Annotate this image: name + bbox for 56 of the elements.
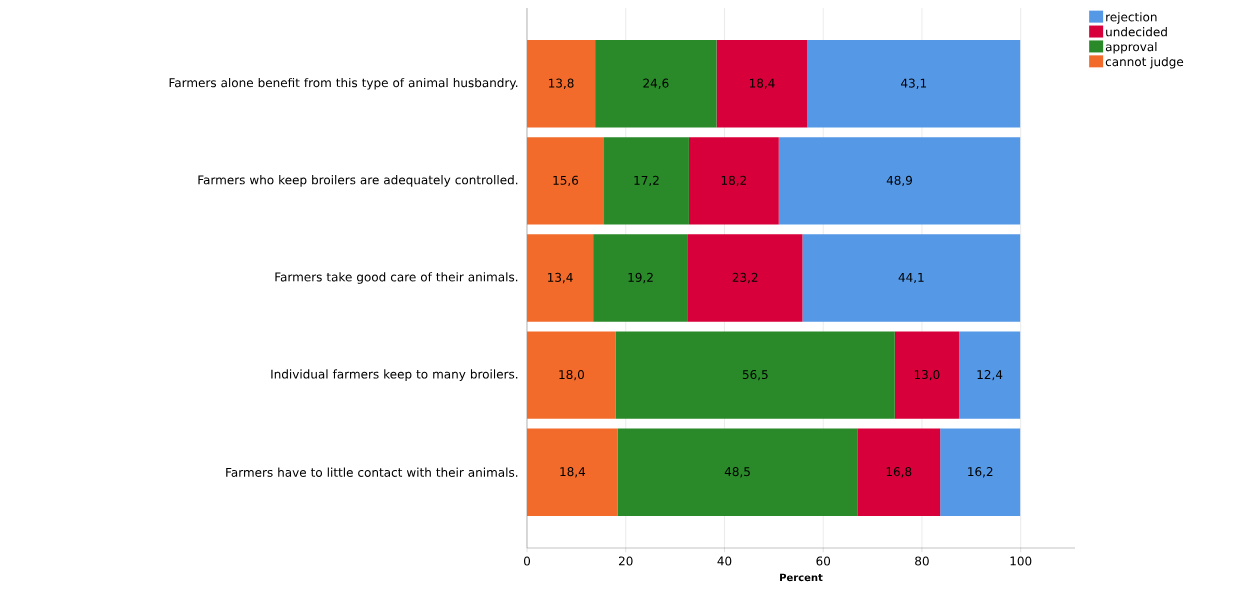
data-label: 13,8	[549, 78, 574, 89]
bar	[716, 40, 808, 128]
x-tick-label: 80	[915, 556, 929, 566]
bar	[958, 331, 1021, 419]
data-label: 56,5	[742, 369, 768, 381]
data-label: 43,1	[901, 78, 927, 89]
data-label: 24,6	[643, 78, 669, 89]
bar	[894, 331, 959, 419]
y-tick-label: Farmers alone benefit from this type of animal husbandry.	[169, 77, 518, 90]
y-tick-label: Farmers have to little contact with their animals.	[226, 467, 518, 477]
data-label: 18,0	[559, 369, 584, 381]
x-tick-label: 0	[523, 556, 531, 566]
data-label: 18,4	[560, 467, 586, 478]
bar	[615, 331, 895, 419]
bar	[940, 428, 1021, 516]
legend-label: approval	[1105, 41, 1157, 54]
data-label: 13,0	[914, 369, 940, 381]
bar	[526, 137, 605, 225]
y-tick-label: Individual farmers keep to many broilers.	[271, 369, 518, 381]
bar	[617, 428, 858, 516]
data-label: 15,6	[553, 175, 579, 187]
bar	[526, 234, 594, 322]
data-label: 12,4	[977, 369, 1003, 381]
data-label: 48,5	[724, 467, 750, 478]
x-tick-label: 40	[717, 556, 732, 566]
bar	[857, 428, 941, 516]
data-label: 23,2	[732, 272, 758, 284]
bar	[687, 234, 803, 322]
bar	[604, 137, 689, 225]
data-label: 19,2	[628, 272, 653, 284]
x-axis-title: Percent	[780, 573, 823, 582]
data-label: 17,2	[634, 175, 659, 187]
data-label: 13,4	[548, 272, 573, 284]
legend-label: undecided	[1106, 27, 1167, 37]
x-tick-label: 100	[1010, 556, 1032, 566]
bar	[526, 331, 616, 419]
data-label: 48,9	[886, 175, 913, 187]
x-tick-label: 20	[618, 556, 633, 566]
y-tick-label: Farmers who keep broilers are adequately controlled.	[198, 175, 518, 187]
data-label: 16,2	[968, 467, 993, 478]
bar	[526, 40, 596, 128]
legend-label: rejection	[1106, 12, 1157, 24]
x-tick-label: 60	[816, 556, 831, 566]
data-label: 18,4	[749, 78, 775, 89]
data-label: 44,1	[898, 272, 924, 284]
bar	[595, 40, 717, 128]
data-label: 18,2	[721, 175, 747, 187]
bar	[526, 428, 618, 516]
bar	[802, 234, 1021, 322]
bar	[778, 137, 1021, 225]
bar	[688, 137, 779, 225]
y-tick-label: Farmers take good care of their animals.	[275, 272, 518, 284]
bar	[807, 40, 1021, 128]
bar	[593, 234, 688, 322]
legend-label: cannot judge	[1105, 56, 1184, 69]
data-label: 16,8	[886, 467, 912, 478]
